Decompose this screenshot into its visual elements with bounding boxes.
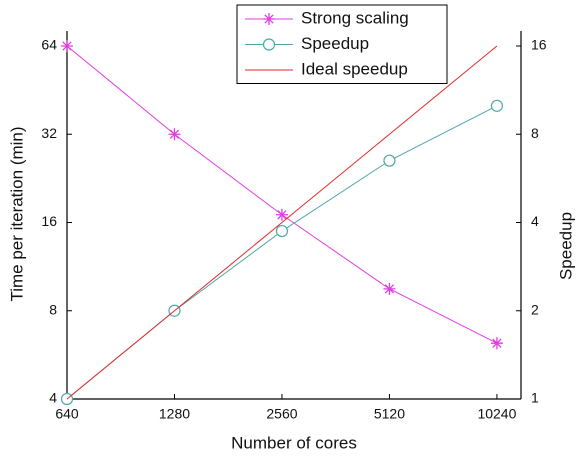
y-tick-label: 32	[41, 125, 57, 141]
y-tick-label: 8	[49, 301, 57, 317]
y2-tick-label: 8	[531, 125, 539, 141]
marker	[61, 39, 73, 52]
y2-tick-label: 16	[531, 37, 547, 53]
legend-marker	[262, 38, 276, 51]
marker	[383, 154, 396, 167]
x-tick-label: 5120	[374, 406, 405, 422]
y2-tick-label: 2	[531, 301, 539, 317]
marker	[383, 282, 396, 295]
legend-label: Speedup	[301, 34, 369, 53]
marker	[168, 128, 181, 141]
y2-tick-label: 4	[531, 213, 539, 229]
series-line	[66, 45, 498, 344]
x-tick-label: 2560	[266, 406, 297, 422]
y-tick-label: 64	[41, 37, 57, 53]
x-tick-label: 640	[55, 406, 79, 422]
series-line	[66, 45, 498, 400]
x-tick-label: 1280	[159, 406, 190, 422]
x-tick-label: 10240	[477, 406, 516, 422]
marker	[275, 208, 288, 221]
marker	[490, 337, 503, 350]
y2-tick-label: 1	[531, 390, 539, 406]
y2-axis-title: Speedup	[556, 212, 575, 280]
marker	[275, 224, 289, 238]
marker	[490, 99, 504, 112]
y-axis-title: Time per iteration (min)	[7, 126, 26, 301]
x-axis-title: Number of cores	[231, 433, 357, 452]
legend-label: Strong scaling	[301, 8, 409, 27]
legend-marker	[263, 13, 275, 25]
series-line	[66, 105, 498, 400]
legend-label: Ideal speedup	[301, 59, 408, 78]
y-tick-label: 16	[41, 213, 57, 229]
y-tick-label: 4	[49, 390, 57, 406]
